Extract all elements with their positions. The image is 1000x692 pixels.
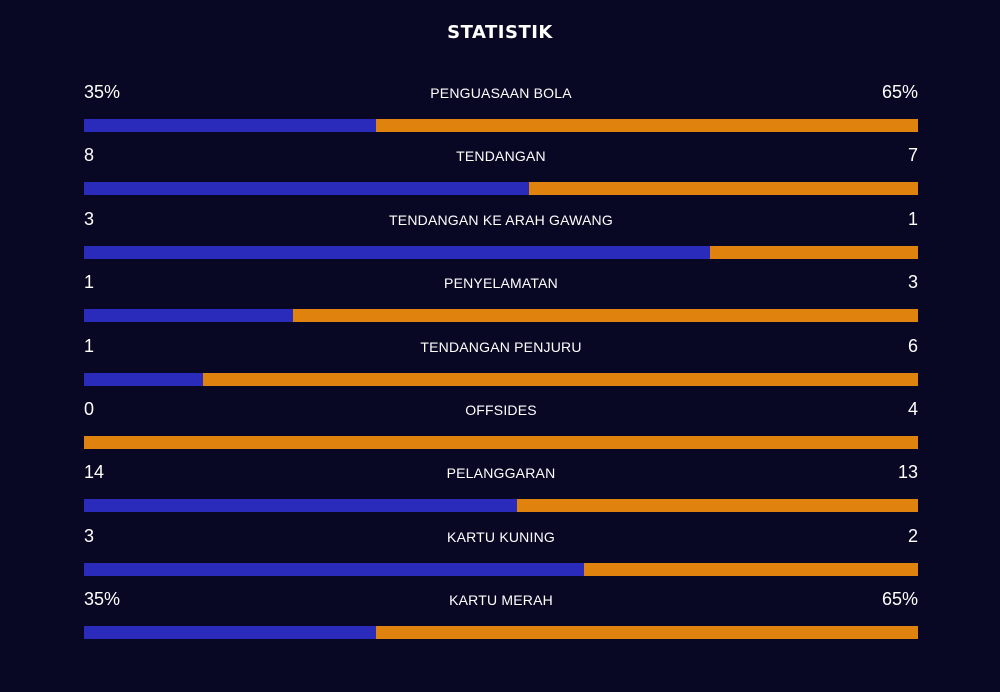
stat-away-value: 2 <box>907 525 918 546</box>
stat-bar-home-fill <box>84 309 293 323</box>
stat-bar <box>84 435 918 449</box>
stat-bar <box>84 245 918 259</box>
stat-bar-home-fill <box>84 499 517 513</box>
stat-away-value: 4 <box>907 398 918 419</box>
stat-bar-away-fill <box>516 499 918 513</box>
stat-row-kartu-kuning: 3 KARTU KUNING 2 <box>84 522 918 585</box>
stat-row-offsides: 0 OFFSIDES 4 <box>84 395 918 458</box>
stat-home-value: 14 <box>84 462 105 483</box>
stat-bar-away-fill <box>375 119 918 132</box>
stat-bar-away-fill <box>203 372 918 386</box>
stat-bar-away-fill <box>292 309 918 323</box>
stat-row-pelanggaran: 14 PELANGGARAN 13 <box>84 458 918 521</box>
stat-bar <box>84 309 918 323</box>
stat-bar <box>84 626 918 640</box>
stat-bar-away-fill <box>584 562 918 576</box>
stat-away-value: 7 <box>907 145 918 166</box>
stat-bar <box>84 119 918 132</box>
stat-label: PENGUASAAN BOLA <box>430 85 572 101</box>
stat-label: TENDANGAN <box>456 148 546 165</box>
stat-label: KARTU KUNING <box>447 528 555 545</box>
stat-label: OFFSIDES <box>465 401 537 418</box>
stat-bar <box>84 499 918 513</box>
stat-home-value: 1 <box>84 335 95 356</box>
stats-list: 35% PENGUASAAN BOLA 65% 8 TENDANGAN 7 3 … <box>84 78 918 649</box>
stat-home-value: 3 <box>84 208 95 229</box>
stat-home-value: 1 <box>84 272 95 293</box>
stat-away-value: 6 <box>907 335 918 356</box>
stat-bar-home-fill <box>84 119 376 132</box>
stat-bar-home-fill <box>84 245 710 259</box>
stat-bar-home-fill <box>84 562 585 576</box>
stat-row-penyelamatan: 1 PENYELAMATAN 3 <box>84 268 918 331</box>
stat-home-value: 0 <box>84 398 95 419</box>
stat-bar-home-fill <box>84 626 376 640</box>
stat-bar-home-fill <box>84 372 204 386</box>
stat-bar-away-fill <box>528 182 918 196</box>
stat-bar <box>84 182 918 196</box>
stat-row-tendangan-ke-arah-gawang: 3 TENDANGAN KE ARAH GAWANG 1 <box>84 205 918 268</box>
stat-bar-away-fill <box>84 435 918 449</box>
stat-away-value: 65% <box>881 589 918 610</box>
stat-row-kartu-merah: 35% KARTU MERAH 65% <box>84 585 918 648</box>
stat-away-value: 65% <box>881 82 918 102</box>
page-title: STATISTIK <box>447 22 553 43</box>
stat-home-value: 3 <box>84 525 95 546</box>
stat-bar-home-fill <box>84 182 529 196</box>
stat-away-value: 3 <box>907 272 918 293</box>
stat-row-tendangan-penjuru: 1 TENDANGAN PENJURU 6 <box>84 332 918 395</box>
stat-bar <box>84 372 918 386</box>
stat-label: TENDANGAN PENJURU <box>420 338 582 355</box>
stat-label: TENDANGAN KE ARAH GAWANG <box>389 211 613 228</box>
stat-home-value: 8 <box>84 145 95 166</box>
stat-label: KARTU MERAH <box>449 592 553 609</box>
stat-away-value: 13 <box>897 462 918 483</box>
stat-home-value: 35% <box>84 82 121 102</box>
stat-label: PENYELAMATAN <box>444 275 558 292</box>
stat-row-penguasaan-bola: 35% PENGUASAAN BOLA 65% <box>84 78 918 141</box>
stat-row-tendangan: 8 TENDANGAN 7 <box>84 141 918 204</box>
stat-bar-away-fill <box>709 245 918 259</box>
stat-home-value: 35% <box>84 589 121 610</box>
stat-bar <box>84 562 918 576</box>
stat-bar-away-fill <box>375 626 918 640</box>
stat-label: PELANGGARAN <box>446 465 556 482</box>
stat-away-value: 1 <box>907 208 918 229</box>
